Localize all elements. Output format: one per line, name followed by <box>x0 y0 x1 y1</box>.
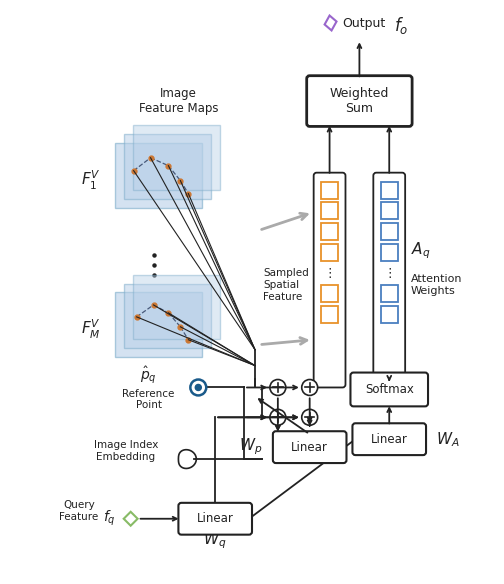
Circle shape <box>270 380 286 395</box>
Text: $W_p$: $W_p$ <box>238 437 262 457</box>
FancyBboxPatch shape <box>350 373 428 406</box>
Text: Softmax: Softmax <box>365 383 414 396</box>
Bar <box>381 182 398 199</box>
FancyBboxPatch shape <box>115 293 202 357</box>
Text: Weighted
Sum: Weighted Sum <box>330 87 389 115</box>
Bar <box>321 182 338 199</box>
Text: $F_M^V$: $F_M^V$ <box>81 318 101 342</box>
Text: Image Index
Embedding: Image Index Embedding <box>94 440 158 462</box>
Bar <box>381 244 398 261</box>
FancyBboxPatch shape <box>352 423 426 455</box>
FancyBboxPatch shape <box>115 143 202 208</box>
Bar <box>381 285 398 302</box>
Bar <box>321 244 338 261</box>
Text: Linear: Linear <box>371 433 408 446</box>
FancyBboxPatch shape <box>133 274 220 339</box>
FancyBboxPatch shape <box>313 173 345 387</box>
Bar <box>321 224 338 240</box>
Text: $\hat{p}_q$: $\hat{p}_q$ <box>140 365 157 386</box>
Text: $W_q$: $W_q$ <box>204 530 227 551</box>
Circle shape <box>195 384 201 391</box>
Text: Image
Feature Maps: Image Feature Maps <box>139 87 218 115</box>
FancyBboxPatch shape <box>123 284 211 348</box>
Circle shape <box>302 409 318 425</box>
Text: $W_A$: $W_A$ <box>436 430 460 449</box>
FancyBboxPatch shape <box>373 173 405 387</box>
Bar <box>321 306 338 323</box>
Bar <box>321 285 338 302</box>
Bar <box>381 224 398 240</box>
Bar <box>381 306 398 323</box>
Text: ⋮: ⋮ <box>383 267 396 280</box>
Text: ⋮: ⋮ <box>324 267 336 280</box>
Circle shape <box>302 380 318 395</box>
Text: Reference
Point: Reference Point <box>122 388 175 410</box>
Text: $A_q$: $A_q$ <box>411 240 431 260</box>
Text: Linear: Linear <box>197 512 234 525</box>
FancyBboxPatch shape <box>178 503 252 535</box>
Text: $F_1^V$: $F_1^V$ <box>81 169 101 192</box>
Text: Linear: Linear <box>291 441 328 454</box>
Polygon shape <box>325 16 337 30</box>
Text: $f_q$: $f_q$ <box>103 509 116 529</box>
Text: Attention
Weights: Attention Weights <box>411 274 463 296</box>
Text: Output: Output <box>343 17 386 30</box>
Text: Query
Feature: Query Feature <box>59 500 99 522</box>
Bar <box>381 203 398 220</box>
FancyBboxPatch shape <box>133 126 220 190</box>
FancyBboxPatch shape <box>123 134 211 199</box>
Bar <box>321 203 338 220</box>
Polygon shape <box>123 512 138 526</box>
FancyBboxPatch shape <box>273 431 346 463</box>
Circle shape <box>270 409 286 425</box>
FancyBboxPatch shape <box>307 76 412 126</box>
Text: Sampled
Spatial
Feature: Sampled Spatial Feature <box>263 269 308 302</box>
Text: $f_o$: $f_o$ <box>394 15 409 36</box>
